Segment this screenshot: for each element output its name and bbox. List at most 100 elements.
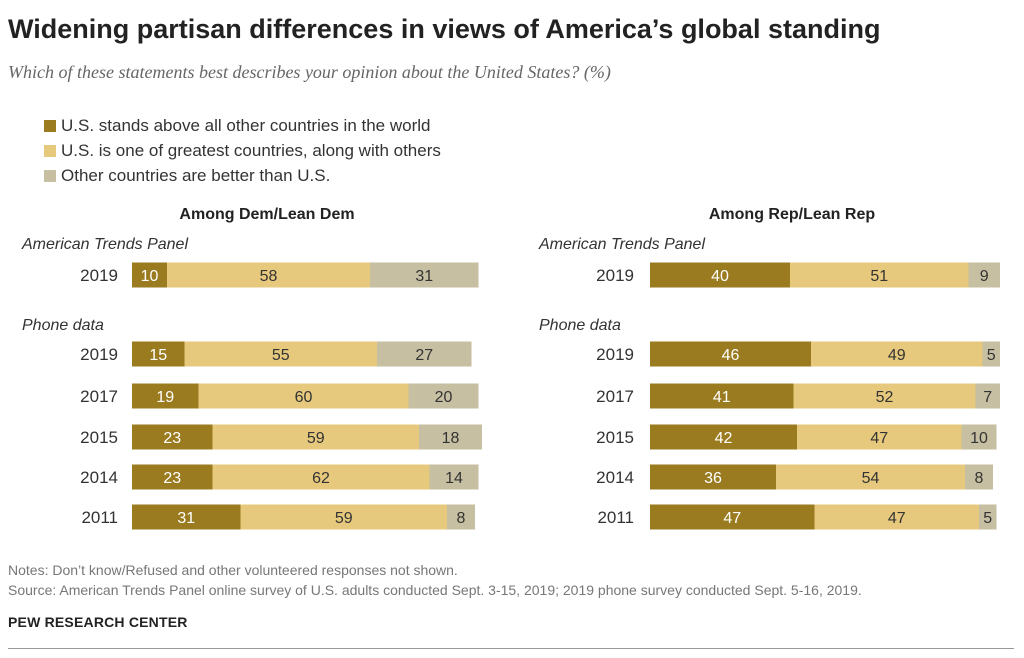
bar-others-better-rep-2019-1 (982, 341, 1000, 367)
year-label-dem-1-3: 2014 (80, 468, 118, 487)
legend-label-one-of-greatest: U.S. is one of greatest countries, along… (61, 141, 441, 160)
bar-stands-above-rep-2019-1 (650, 341, 811, 367)
value-label-stands-above-rep-2014-1: 36 (704, 470, 722, 487)
legend-swatch-others-better (44, 170, 56, 182)
value-label-stands-above-dem-2019-0: 10 (141, 268, 159, 285)
value-label-one-of-greatest-rep-2011-1: 47 (888, 510, 906, 527)
value-label-stands-above-rep-2019-0: 40 (711, 268, 729, 285)
value-label-one-of-greatest-rep-2015-1: 47 (870, 430, 888, 447)
legend-swatch-stands-above (44, 120, 56, 132)
value-label-others-better-dem-2014-1: 14 (445, 470, 463, 487)
value-label-others-better-dem-2019-0: 31 (415, 268, 433, 285)
legend-item-one-of-greatest: U.S. is one of greatest countries, along… (44, 141, 441, 161)
bar-stands-above-dem-2019-1 (132, 341, 185, 367)
bar-stands-above-dem-2011-1 (132, 504, 241, 530)
group-label-dem-1: Phone data (22, 317, 104, 334)
value-label-one-of-greatest-rep-2014-1: 54 (862, 470, 880, 487)
bar-others-better-rep-2014-1 (965, 464, 993, 490)
value-label-one-of-greatest-rep-2017-1: 52 (876, 389, 894, 406)
bar-others-better-dem-2015-1 (419, 424, 482, 450)
bar-one-of-greatest-dem-2015-1 (212, 424, 419, 450)
legend-item-others-better: Other countries are better than U.S. (44, 166, 330, 186)
bar-one-of-greatest-rep-2014-1 (776, 464, 965, 490)
bar-one-of-greatest-rep-2015-1 (797, 424, 962, 450)
value-label-others-better-dem-2017-1: 20 (435, 389, 453, 406)
chart-title: Widening partisan differences in views o… (8, 14, 881, 44)
legend-label-others-better: Other countries are better than U.S. (61, 166, 331, 185)
brand-name: PEW RESEARCH CENTER (8, 614, 188, 630)
year-label-rep-1-0: 2019 (596, 345, 634, 364)
bottom-divider (8, 648, 1014, 649)
legend-swatch-one-of-greatest (44, 145, 56, 157)
chart-area: Among Dem/Lean Dem American Trends Panel 2… (21, 206, 1000, 530)
value-label-others-better-rep-2019-1: 5 (987, 347, 996, 364)
group-label-rep-0: American Trends Panel (538, 236, 705, 253)
group-label-dem-0: American Trends Panel (21, 236, 188, 253)
bar-others-better-rep-2011-1 (979, 504, 997, 530)
legend-label-stands-above: U.S. stands above all other countries in… (61, 116, 431, 135)
value-label-others-better-dem-2015-1: 18 (442, 430, 460, 447)
bar-stands-above-dem-2017-1 (132, 383, 199, 409)
year-label-rep-1-3: 2014 (596, 468, 634, 487)
bar-stands-above-rep-2017-1 (650, 383, 794, 409)
panel-title-dem: Among Dem/Lean Dem (179, 206, 354, 223)
year-label-dem-1-0: 2019 (80, 345, 118, 364)
bar-one-of-greatest-dem-2019-1 (184, 341, 377, 367)
value-label-one-of-greatest-dem-2015-1: 59 (307, 430, 325, 447)
bar-one-of-greatest-rep-2017-1 (793, 383, 976, 409)
bar-one-of-greatest-rep-2011-1 (814, 504, 979, 530)
year-label-rep-1-2: 2015 (596, 428, 634, 447)
panel-title-rep: Among Rep/Lean Rep (709, 206, 875, 223)
bar-stands-above-dem-2019-0 (132, 262, 167, 288)
value-label-one-of-greatest-rep-2019-1: 49 (888, 347, 906, 364)
bar-stands-above-rep-2011-1 (650, 504, 815, 530)
value-label-stands-above-dem-2015-1: 23 (163, 430, 181, 447)
value-label-one-of-greatest-dem-2014-1: 62 (312, 470, 330, 487)
notes: Notes: Don’t know/Refused and other volu… (8, 562, 458, 578)
bar-one-of-greatest-dem-2011-1 (240, 504, 447, 530)
bar-stands-above-rep-2015-1 (650, 424, 797, 450)
value-label-stands-above-dem-2011-1: 31 (177, 510, 195, 527)
value-label-others-better-rep-2017-1: 7 (983, 389, 992, 406)
value-label-one-of-greatest-dem-2019-1: 55 (272, 347, 290, 364)
value-label-others-better-rep-2011-1: 5 (983, 510, 992, 527)
value-label-stands-above-rep-2019-1: 46 (722, 347, 740, 364)
value-label-stands-above-dem-2017-1: 19 (156, 389, 174, 406)
bar-others-better-rep-2015-1 (961, 424, 997, 450)
value-label-others-better-rep-2014-1: 8 (975, 470, 984, 487)
bar-others-better-rep-2019-0 (968, 262, 1000, 288)
value-label-others-better-dem-2019-1: 27 (415, 347, 433, 364)
value-label-stands-above-dem-2019-1: 15 (149, 347, 167, 364)
year-label-dem-1-1: 2017 (80, 387, 118, 406)
bar-others-better-rep-2017-1 (975, 383, 1000, 409)
source: Source: American Trends Panel online sur… (8, 582, 862, 598)
bar-stands-above-dem-2015-1 (132, 424, 213, 450)
bar-others-better-dem-2017-1 (408, 383, 479, 409)
value-label-stands-above-rep-2015-1: 42 (715, 430, 733, 447)
bar-stands-above-rep-2019-0 (650, 262, 790, 288)
value-label-stands-above-rep-2017-1: 41 (713, 389, 731, 406)
chart-subtitle: Which of these statements best describes… (8, 62, 611, 82)
value-label-one-of-greatest-dem-2011-1: 59 (335, 510, 353, 527)
year-label-dem-1-2: 2015 (80, 428, 118, 447)
bar-one-of-greatest-dem-2017-1 (198, 383, 409, 409)
legend-item-stands-above: U.S. stands above all other countries in… (44, 116, 430, 136)
value-label-stands-above-rep-2011-1: 47 (723, 510, 741, 527)
bar-one-of-greatest-dem-2019-0 (167, 262, 370, 288)
value-label-one-of-greatest-dem-2017-1: 60 (295, 389, 313, 406)
bar-stands-above-rep-2014-1 (650, 464, 776, 490)
year-label-rep-1-4: 2011 (597, 508, 634, 527)
year-label-rep-1-1: 2017 (596, 387, 634, 406)
bar-others-better-dem-2019-0 (370, 262, 479, 288)
value-label-others-better-rep-2019-0: 9 (980, 268, 989, 285)
bar-others-better-dem-2011-1 (447, 504, 475, 530)
bar-one-of-greatest-rep-2019-0 (790, 262, 969, 288)
value-label-others-better-rep-2015-1: 10 (970, 430, 988, 447)
bar-stands-above-dem-2014-1 (132, 464, 213, 490)
group-label-rep-1: Phone data (539, 317, 621, 334)
value-label-stands-above-dem-2014-1: 23 (163, 470, 181, 487)
bar-one-of-greatest-rep-2019-1 (811, 341, 983, 367)
year-label-rep-0-0: 2019 (596, 266, 634, 285)
bar-one-of-greatest-dem-2014-1 (212, 464, 430, 490)
value-label-others-better-dem-2011-1: 8 (457, 510, 466, 527)
